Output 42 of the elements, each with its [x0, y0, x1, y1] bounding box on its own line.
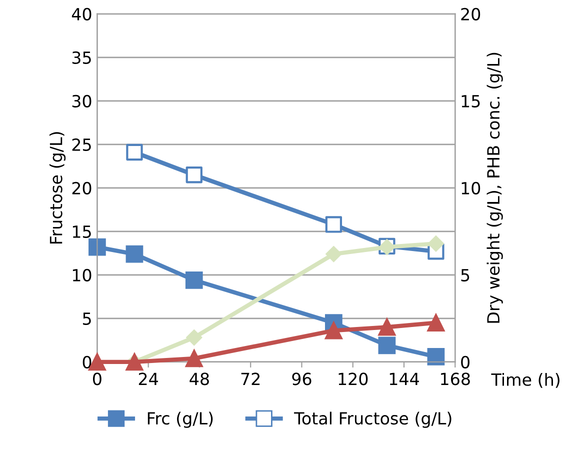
y-tick-label: 5 — [83, 312, 91, 325]
x-tick-label: 0 — [92, 372, 102, 386]
x-axis-title: Time (h) — [491, 373, 560, 388]
y-tick-label: 25 — [72, 138, 91, 151]
x-tick-label: 96 — [292, 372, 312, 386]
y-tick-label: 40 — [72, 8, 92, 20]
point — [185, 350, 203, 368]
x-tick-label: 72 — [241, 372, 260, 385]
y-tick-label: 15 — [72, 226, 91, 238]
legend-label: Frc (g/L) — [148, 412, 213, 428]
y2-tick-label: 0 — [461, 356, 470, 368]
point — [378, 318, 396, 336]
point — [186, 166, 202, 184]
point — [428, 236, 444, 252]
y2-tick-label: 15 — [462, 95, 480, 108]
point — [326, 246, 342, 262]
point — [88, 238, 106, 256]
point — [325, 322, 342, 340]
point — [186, 330, 202, 346]
x-tick-label: 144 — [390, 372, 419, 385]
y2-tick-label: 20 — [461, 8, 480, 20]
y2-tick-label: 5 — [461, 269, 470, 282]
y-tick-label: 30 — [72, 94, 92, 108]
y-tick-label: 35 — [72, 51, 91, 64]
x-tick-label: 120 — [338, 372, 368, 386]
y-tick-label: 0 — [82, 356, 92, 368]
y2-tick-label: 10 — [462, 182, 480, 194]
point — [126, 144, 143, 161]
x-tick-label: 168 — [441, 372, 470, 386]
y-tick-label: 20 — [72, 182, 92, 194]
point — [427, 314, 445, 332]
point — [378, 336, 396, 354]
y2-axis-title: Dry weight (g/L), PHB conc. (g/L) — [486, 52, 503, 323]
x-tick-label: 24 — [138, 372, 158, 385]
y-tick-label: 10 — [72, 268, 92, 282]
point — [126, 245, 144, 263]
x-tick-label: 48 — [190, 372, 209, 386]
point — [185, 271, 203, 289]
y-axis-title: Fructose (g/L) — [49, 132, 66, 244]
point — [427, 348, 445, 366]
legend-label: Total Fructose (g/L) — [294, 412, 452, 428]
point — [325, 216, 342, 233]
